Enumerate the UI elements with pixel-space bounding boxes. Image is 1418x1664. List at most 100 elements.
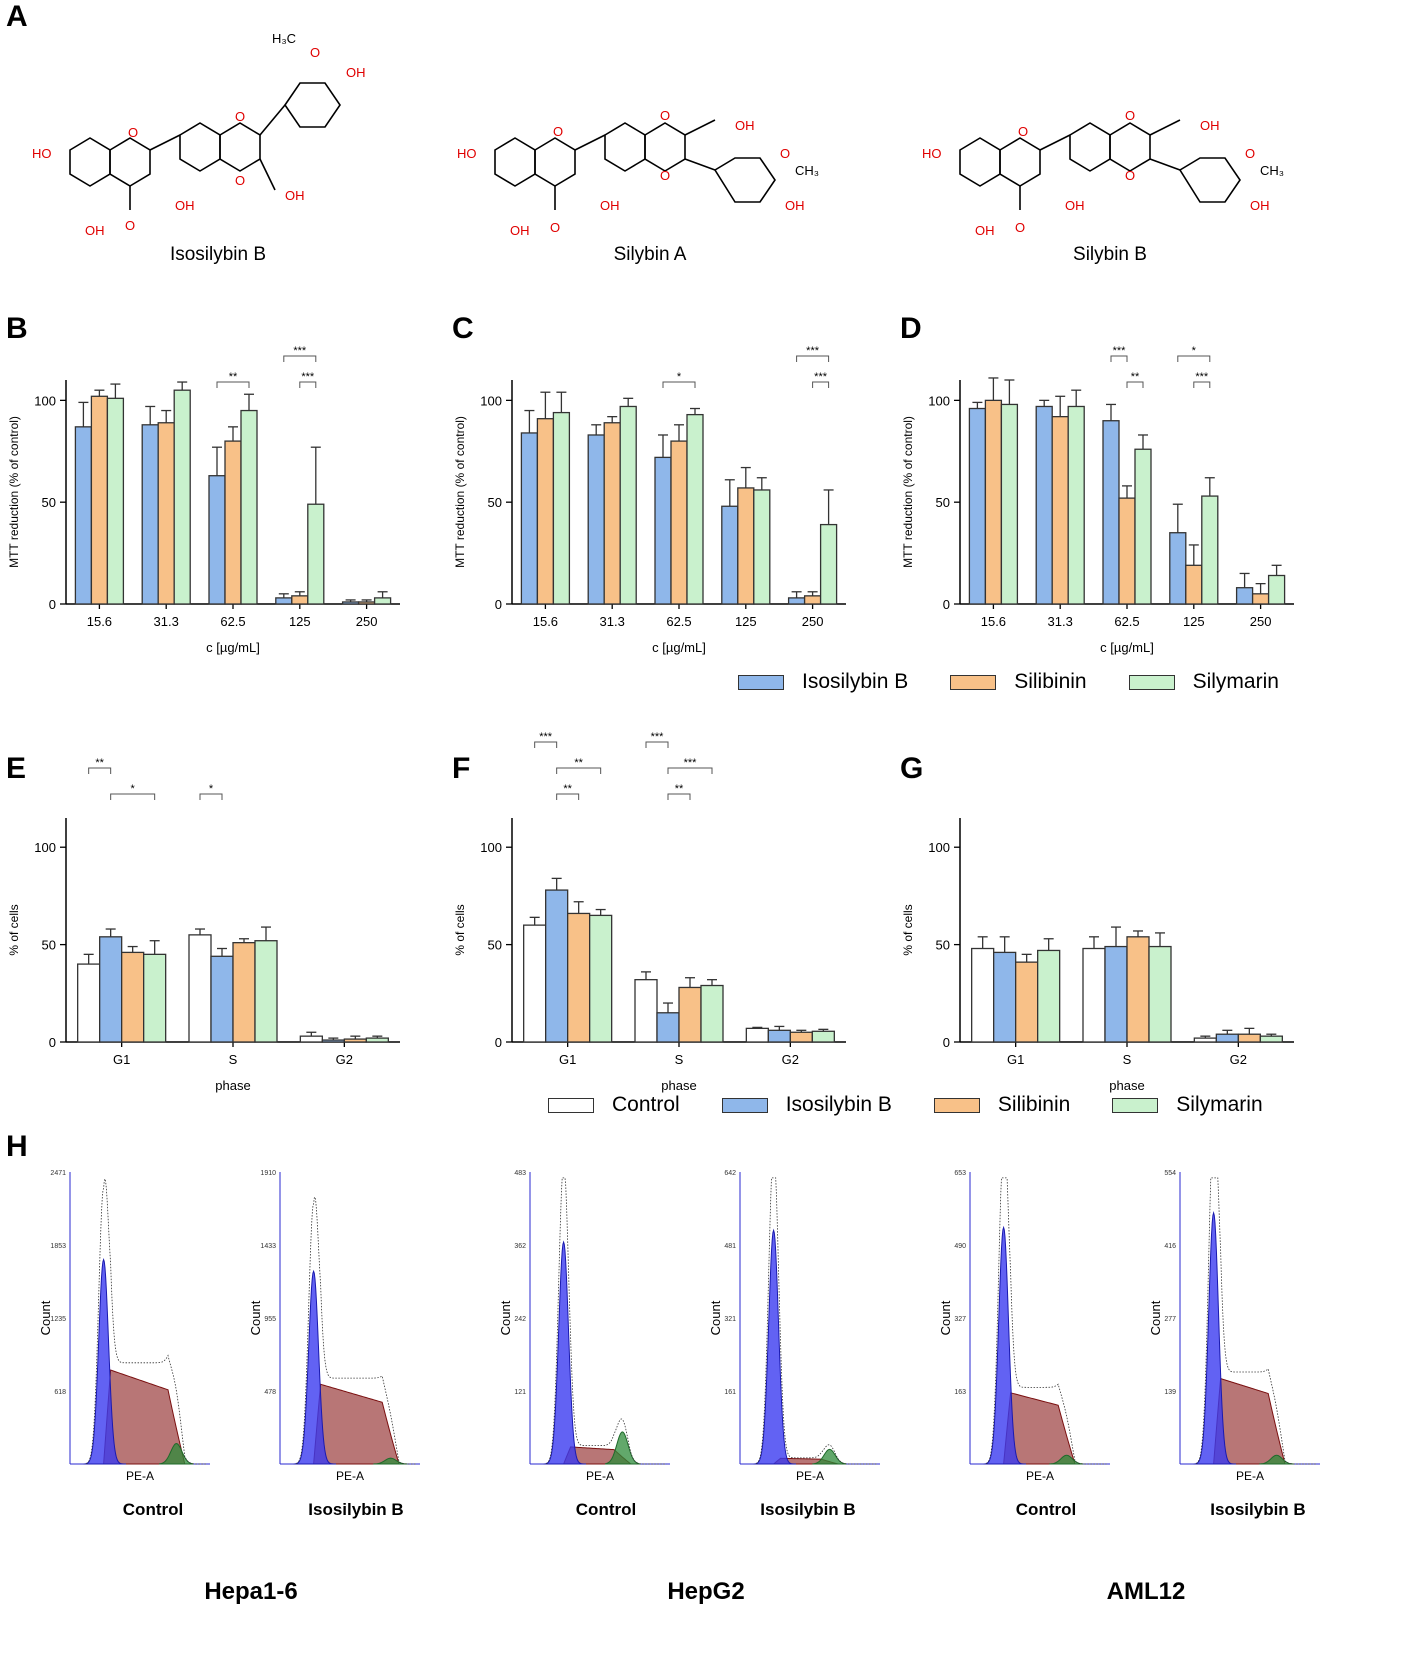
bar [634,979,658,1043]
y-tick-label: 161 [724,1389,736,1396]
legend-item-silibinin: Silibinin [933,1093,1070,1117]
svg-text:O: O [660,108,670,123]
y-tick-label: 0 [49,1035,56,1050]
bar [803,595,822,605]
significance-bracket [283,355,317,362]
molecule-name: Silybin B [1073,244,1147,265]
y-tick-label: 362 [514,1243,526,1250]
y-tick-label: 1235 [50,1316,66,1323]
cell-line-label: HepG2 [667,1578,745,1605]
y-axis-label: Count [1148,1300,1163,1335]
bar [1193,1037,1217,1043]
x-tick-label: 15.6 [981,614,1006,629]
x-axis-label: c [µg/mL] [652,640,706,655]
x-axis-label: PE-A [126,1469,154,1483]
bar [74,426,93,605]
significance-bracket [556,793,580,800]
x-tick-label: G1 [113,1052,130,1067]
raw-histogram-outline [1196,1177,1317,1465]
bar [365,1037,389,1043]
legend-label: Control [612,1093,680,1116]
significance-bracket [812,381,830,388]
bar [819,523,838,605]
x-tick-label: 62.5 [1114,614,1139,629]
bar [670,440,688,605]
panel-letter-c: C [452,312,474,345]
bar [1251,593,1270,605]
bar [341,601,360,605]
bar [208,475,226,605]
structure-silybin-a: HO OH OH O OH OH O O O O CH₃ [457,108,819,238]
panel-letter-e: E [6,752,27,785]
bar [1126,936,1150,1043]
svg-text:H₃C: H₃C [272,31,296,46]
bar [1148,945,1172,1043]
flow-condition-label: Control [1015,1500,1077,1519]
y-axis-label: Count [38,1300,53,1335]
x-tick-label: 15.6 [533,614,558,629]
x-tick-label: S [229,1052,238,1067]
y-axis-label: % of cells [453,904,467,955]
panel-letter-h: H [6,1130,28,1163]
significance-label: *** [1195,371,1209,383]
y-tick-label: 416 [1164,1243,1176,1250]
y-tick-label: 0 [495,597,502,612]
chart-c-mtt-hepg2: 0 50 100 MTT reduction (% of control) c [µg/… [453,345,846,655]
legend-item-isosilybin: Isosilybin B [738,670,908,694]
bar [373,597,392,605]
y-tick-label: 554 [1164,1170,1176,1177]
significance-label: * [209,783,214,795]
bar [721,505,739,605]
legend-label: Isosilybin B [802,670,909,693]
y-axis-label: % of cells [7,904,21,955]
significance-label: * [131,783,136,795]
g1-phase-area [293,1269,337,1465]
significance-label: ** [95,757,104,769]
svg-text:O: O [1125,168,1135,183]
y-tick-label: 0 [49,597,56,612]
x-axis-label: phase [1109,1078,1144,1093]
significance-bracket [1177,355,1211,362]
x-tick-label: 62.5 [220,614,245,629]
y-axis-label: MTT reduction (% of control) [7,416,21,568]
legend-swatch [1112,1097,1159,1113]
y-tick-label: 50 [42,495,56,510]
bar [307,503,325,605]
legend-swatch [721,1097,768,1113]
x-tick-label: 62.5 [666,614,691,629]
s-phase-area [1213,1377,1286,1465]
legend-item-control: Control [548,1093,680,1117]
structure-isosilybin-b: HO OH OH O OH OH O O O O H₃C [32,31,366,238]
bar [188,934,212,1043]
bar [656,1012,680,1043]
bar [700,984,724,1043]
g2-phase-area [605,1431,641,1465]
significance-bracket [216,381,250,388]
g1-phase-area [753,1228,797,1465]
y-tick-label: 1853 [50,1243,66,1250]
bar [545,889,569,1043]
bar [523,924,547,1043]
legend-label: Silymarin [1192,670,1279,693]
x-tick-label: S [675,1052,684,1067]
bar [737,487,755,605]
svg-text:OH: OH [1250,198,1270,213]
bar [753,489,771,605]
bar [1201,495,1219,605]
legend-label: Silymarin [1176,1093,1263,1116]
svg-text:OH: OH [735,118,755,133]
y-tick-label: 618 [54,1389,66,1396]
panel-letter-d: D [900,312,922,345]
flow-histogram-aml12-isosilybin: 554 416 277 139 Count PE-A [1148,1170,1320,1483]
bar [291,595,309,605]
bar [224,440,242,605]
significance-bracket [645,741,669,748]
g2-phase-area [1049,1454,1084,1465]
svg-text:OH: OH [1200,118,1220,133]
g1-phase-area [83,1258,127,1465]
legend-swatch [738,674,784,690]
svg-text:HO: HO [922,146,942,161]
structure-silybin-b: HO OH OH O OH OH O O O O CH₃ [922,108,1284,238]
bar [1215,1033,1239,1043]
y-tick-label: 478 [264,1389,276,1396]
